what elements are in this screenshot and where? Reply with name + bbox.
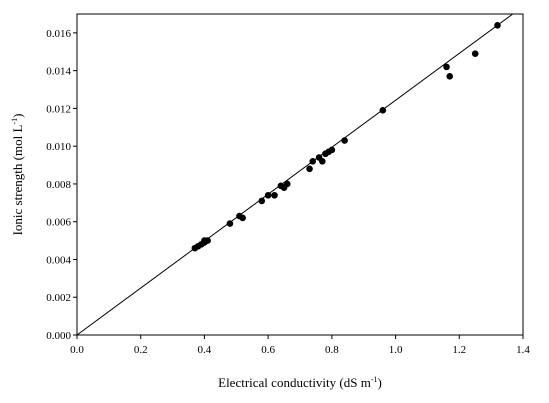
x-axis-title: Electrical conductivity (dS m-1) — [218, 375, 382, 390]
data-point — [328, 146, 336, 154]
data-point — [494, 22, 501, 29]
data-point — [226, 220, 234, 227]
fit-line — [76, 13, 514, 336]
y-tick-label: 0.006 — [46, 217, 71, 229]
y-tick-label: 0.010 — [46, 141, 71, 153]
x-tick-label: 1.4 — [516, 344, 530, 356]
data-point — [283, 180, 291, 188]
y-tick-label: 0.000 — [46, 330, 71, 342]
y-axis-title: Ionic strength (mol L-1) — [10, 114, 25, 236]
plot-area — [76, 13, 524, 336]
y-axis-ticks: 0.000 0.002 0.004 0.006 0.008 0.010 0.012 0.014… — [46, 28, 77, 342]
y-tick-label: 0.012 — [46, 103, 71, 115]
x-tick-label: 0.2 — [134, 344, 148, 356]
y-tick-label: 0.004 — [46, 254, 71, 266]
data-point — [443, 63, 450, 71]
plot-frame — [76, 13, 524, 336]
data-point — [319, 157, 326, 165]
y-tick-label: 0.002 — [46, 292, 71, 304]
data-point — [379, 107, 387, 114]
y-tick-label: 0.008 — [46, 179, 71, 191]
data-point — [306, 165, 313, 173]
data-point — [271, 191, 278, 199]
data-point — [239, 214, 246, 222]
x-tick-label: 0.6 — [261, 344, 275, 356]
x-tick-label: 1.0 — [389, 344, 403, 356]
data-point — [258, 197, 266, 205]
x-tick-label: 0.0 — [70, 344, 84, 356]
data-point — [471, 50, 479, 57]
data-point — [309, 157, 317, 165]
data-point — [341, 137, 348, 144]
data-point — [204, 237, 211, 244]
y-tick-label: 0.016 — [46, 28, 71, 40]
x-tick-label: 0.8 — [325, 344, 339, 356]
x-tick-label: 1.2 — [452, 344, 466, 356]
data-points — [191, 22, 501, 252]
data-point — [446, 73, 454, 80]
x-axis-ticks: 0.0 0.2 0.4 0.6 0.8 1.0 1.2 1.4 — [70, 335, 530, 356]
x-tick-label: 0.4 — [198, 344, 212, 356]
y-tick-label: 0.014 — [46, 66, 71, 78]
data-point — [264, 191, 272, 199]
